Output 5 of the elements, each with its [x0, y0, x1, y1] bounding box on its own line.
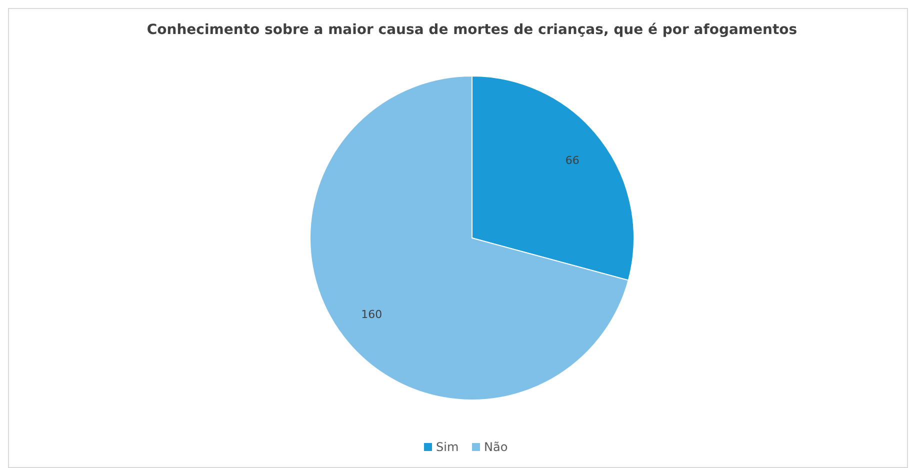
- legend-label: Não: [484, 440, 508, 454]
- chart-title: Conhecimento sobre a maior causa de mortes de crianças, que é por afogamentos: [146, 22, 798, 38]
- data-label: 66: [565, 154, 580, 168]
- legend-label: Sim: [436, 440, 459, 454]
- data-label: 160: [361, 308, 382, 321]
